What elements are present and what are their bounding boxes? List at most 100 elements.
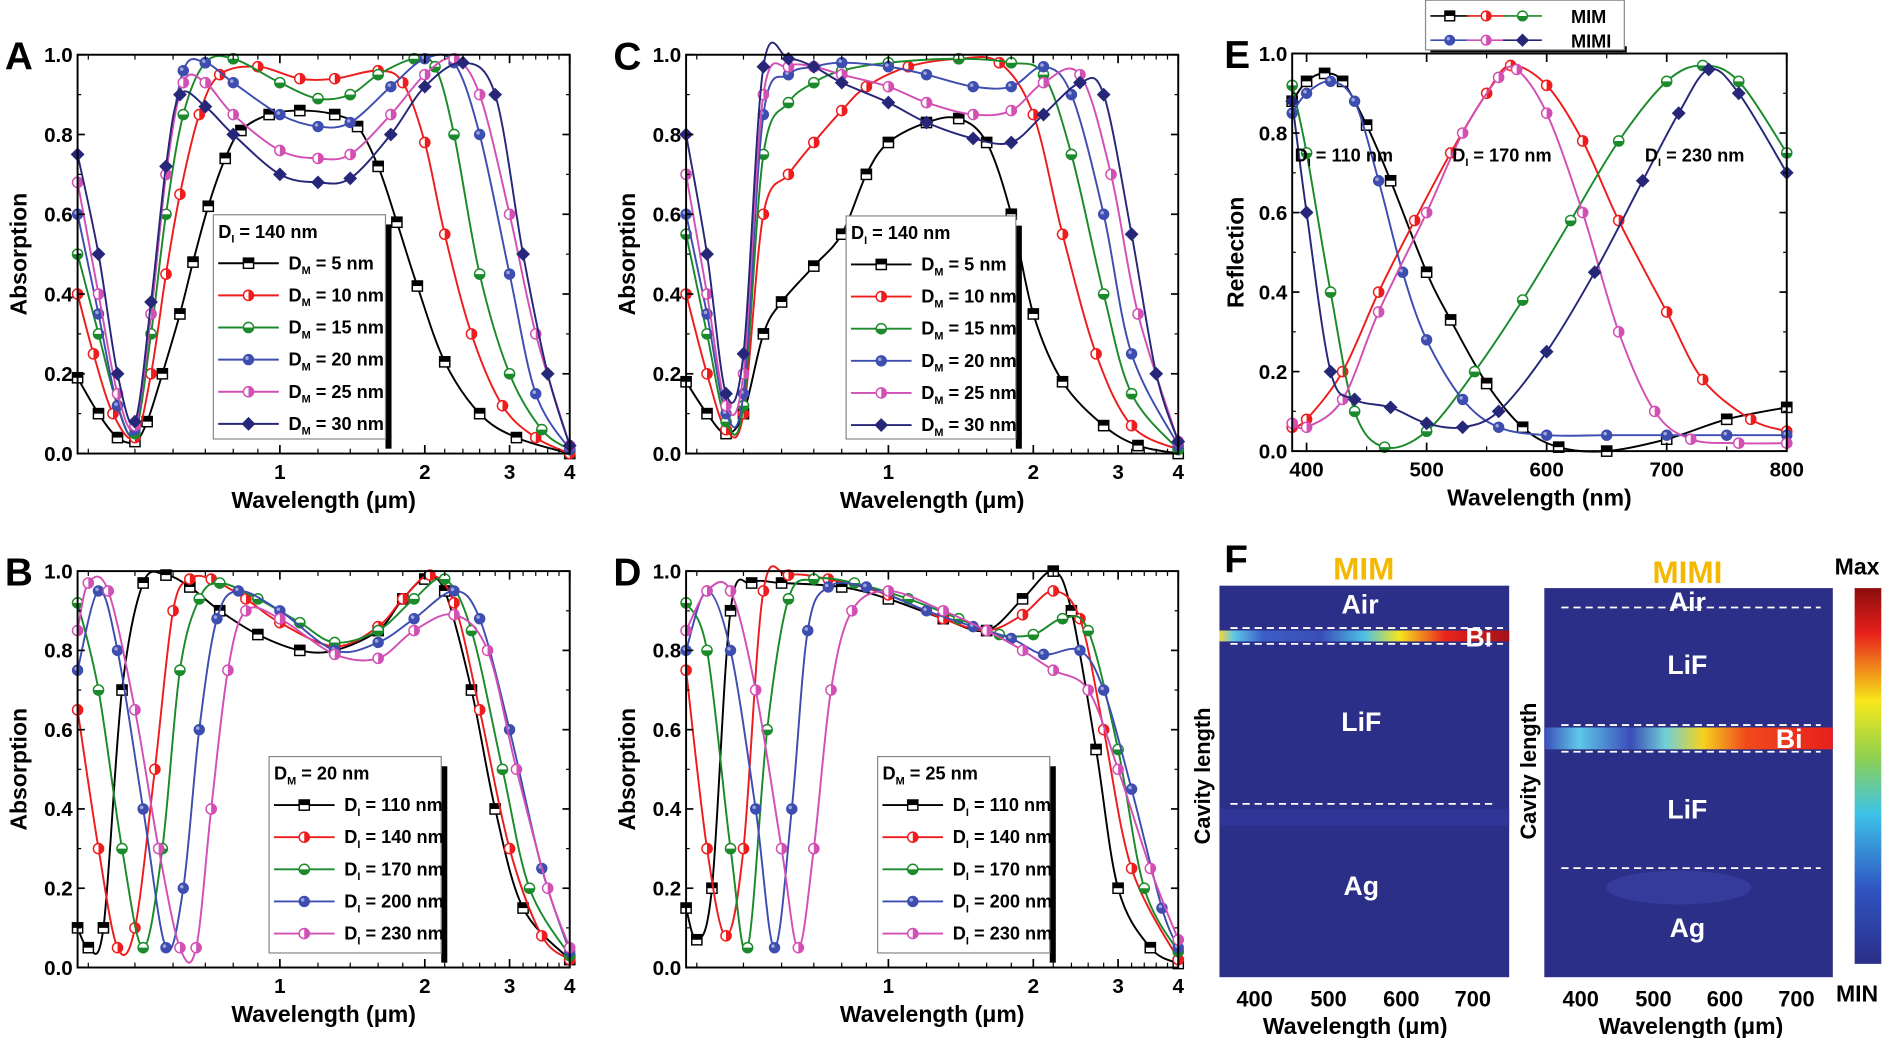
marker-half-fill: [541, 930, 547, 941]
x-tick-label: 3: [504, 975, 515, 998]
marker-diamond: [488, 87, 503, 102]
marker-half-fill: [1690, 434, 1696, 445]
x-tick-label: 700: [1778, 986, 1814, 1011]
y-tick-label: 0.0: [653, 443, 682, 466]
marker-circle: [802, 624, 814, 637]
label-subscript: I: [357, 871, 360, 883]
marker-square-fill: [294, 645, 305, 651]
y-tick-label: 0.4: [44, 798, 73, 821]
marker-diamond: [719, 386, 733, 401]
label-var: D: [953, 827, 966, 847]
panel-label: D: [613, 552, 641, 595]
heatmap-mimi-bi-band: [1544, 727, 1833, 750]
label-var: D: [218, 222, 231, 242]
label-var: D: [344, 827, 357, 847]
marker-half-fill: [808, 579, 819, 585]
marker-diamond: [456, 55, 470, 70]
legend-entry-label: DI = 110 nm: [953, 795, 1052, 819]
marker-diamond: [417, 79, 432, 94]
marker-half-fill: [151, 308, 157, 320]
marker-circle: [473, 612, 486, 625]
marker-square-fill: [1481, 378, 1492, 384]
y-tick-label: 0.8: [44, 124, 73, 147]
marker-diamond: [700, 247, 714, 262]
marker-highlight: [727, 647, 731, 651]
marker-square-fill: [235, 125, 247, 131]
marker-half-fill: [93, 333, 104, 339]
label-var: D: [288, 285, 301, 305]
marker-diamond: [311, 175, 325, 190]
marker-diamond: [881, 95, 896, 110]
marker-half-fill: [912, 832, 918, 843]
marker-square-fill: [112, 432, 123, 438]
series-blue: [1286, 75, 1793, 441]
marker-half-fill: [1750, 414, 1756, 425]
marker-highlight: [824, 583, 829, 588]
y-tick-label: 0.2: [653, 878, 682, 901]
marker-square-fill: [1066, 605, 1077, 611]
marker-circle: [344, 116, 356, 129]
marker-square-fill: [1132, 440, 1144, 446]
layer-label-air: Air: [1669, 587, 1706, 617]
marker-highlight: [276, 607, 281, 612]
marker-half-fill: [509, 209, 515, 220]
marker-circle: [1661, 429, 1673, 441]
marker-square-fill: [517, 902, 529, 909]
marker-square-fill: [1385, 175, 1396, 181]
marker-square-fill: [1337, 76, 1348, 82]
panel-f: F MIM MIMI Air Bi LiF Ag Air LiF Bi LiF …: [1190, 538, 1882, 1038]
label-subscript: M: [302, 394, 311, 406]
marker-circle: [875, 355, 887, 367]
legend-entry-label: DI = 170 nm: [953, 859, 1053, 883]
marker-diamond: [1731, 86, 1746, 101]
marker-highlight: [1459, 396, 1463, 400]
label-subscript: M: [302, 426, 311, 438]
marker-half-fill: [444, 229, 450, 240]
marker-diamond: [383, 127, 398, 142]
layer-label-bi: Bi: [1776, 724, 1803, 754]
marker-half-fill: [93, 348, 99, 359]
legend-entry-label: MIM: [1571, 7, 1606, 27]
marker-diamond: [1671, 106, 1686, 121]
marker-highlight: [450, 587, 455, 592]
marker-highlight: [532, 390, 536, 394]
marker-half-fill: [725, 848, 736, 854]
marker-circle: [1324, 75, 1337, 88]
marker-half-fill: [117, 942, 123, 953]
marker-half-fill: [183, 77, 189, 88]
marker-square-fill: [1553, 442, 1564, 448]
marker-circle: [408, 612, 420, 625]
marker-half-fill: [233, 109, 239, 120]
marker-half-fill: [1131, 863, 1137, 874]
marker-half-fill: [317, 153, 324, 164]
marker-square-fill: [1301, 76, 1312, 82]
marker-circle: [92, 585, 105, 597]
marker-diamond: [159, 159, 173, 174]
label-subscript: I: [966, 903, 969, 915]
marker-half-fill: [334, 73, 340, 84]
marker-square-fill: [138, 577, 149, 584]
marker-half-fill: [274, 82, 285, 88]
marker-half-fill: [973, 109, 979, 120]
marker-highlight: [1663, 431, 1667, 436]
marker-half-fill: [160, 214, 172, 220]
x-tick-label: 700: [1455, 986, 1491, 1011]
marker-highlight: [788, 805, 793, 810]
layer-label-lif: LiF: [1667, 650, 1707, 680]
marker-half-fill: [813, 137, 819, 148]
legend-entry-label: DI = 170 nm: [344, 859, 444, 883]
marker-square-fill: [352, 121, 363, 127]
marker-half-fill: [408, 598, 420, 604]
series-blue: [680, 581, 1184, 954]
marker-highlight: [703, 310, 708, 315]
panel-b: B 0.0 0.2 0.4 0.6 0.8 1.0 1 2 3 4 Wavelength (μm) Ab…: [5, 552, 576, 1027]
marker-highlight: [387, 83, 392, 87]
y-axis-title: Cavity length: [1190, 708, 1215, 845]
marker-circle: [1721, 429, 1733, 441]
marker-half-fill: [808, 82, 819, 88]
marker-square-fill: [1444, 11, 1455, 16]
marker-highlight: [1603, 431, 1607, 436]
label-subscript: I: [966, 935, 969, 947]
marker-square-fill: [861, 169, 872, 175]
marker-half-fill: [726, 400, 732, 411]
